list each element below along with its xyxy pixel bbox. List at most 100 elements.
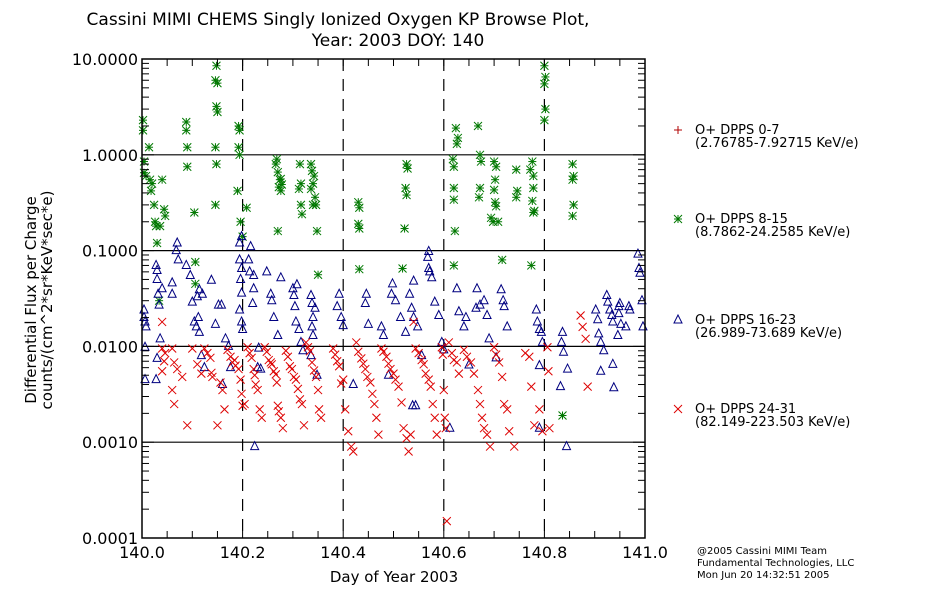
data-point-asterisk xyxy=(236,217,245,227)
data-point-triangle xyxy=(436,336,447,346)
chart-subtitle: Year: 2003 DOY: 140 xyxy=(311,31,485,51)
data-point-asterisk xyxy=(234,121,243,131)
data-point-triangle xyxy=(152,352,162,362)
data-point-triangle xyxy=(265,288,276,298)
data-point-x xyxy=(426,382,436,392)
data-point-triangle xyxy=(607,315,618,326)
data-point-triangle xyxy=(194,283,205,294)
series-triangle xyxy=(139,230,648,451)
data-point-triangle xyxy=(273,329,283,339)
data-point-plus xyxy=(674,126,682,134)
data-point-x xyxy=(348,447,358,456)
data-point-asterisk xyxy=(401,183,410,193)
data-point-asterisk xyxy=(306,184,316,194)
data-point-asterisk xyxy=(181,117,191,127)
data-point-x xyxy=(187,344,197,353)
data-point-triangle xyxy=(412,320,423,331)
data-point-x xyxy=(414,348,424,358)
data-point-triangle xyxy=(561,440,572,451)
legend-item: O+ DPPS 0-7(2.76785-7.92715 KeV/e) xyxy=(674,123,859,151)
data-point-asterisk xyxy=(528,208,538,217)
data-point-triangle xyxy=(557,326,568,336)
data-point-triangle xyxy=(625,303,635,314)
data-point-asterisk xyxy=(310,192,320,202)
data-point-x xyxy=(366,378,375,387)
data-point-x xyxy=(479,423,489,433)
data-point-triangle xyxy=(452,282,462,293)
data-point-triangle xyxy=(171,244,182,255)
legend-label: O+ DPPS 8-15 xyxy=(695,212,788,227)
data-point-triangle xyxy=(534,359,545,370)
data-point-triangle xyxy=(390,294,401,305)
data-point-x xyxy=(459,345,469,355)
data-point-x xyxy=(169,399,179,409)
x-tick-label: 140.6 xyxy=(421,543,467,562)
data-point-asterisk xyxy=(235,150,244,160)
data-point-asterisk xyxy=(181,125,191,135)
data-point-triangle xyxy=(592,313,603,324)
data-point-triangle xyxy=(197,288,208,298)
legend-label: O+ DPPS 24-31 xyxy=(695,402,796,417)
data-point-x xyxy=(250,370,260,380)
grid xyxy=(142,59,645,538)
data-point-triangle xyxy=(624,300,634,311)
data-point-x xyxy=(220,405,229,414)
data-point-triangle xyxy=(294,323,304,334)
data-point-triangle xyxy=(167,288,177,298)
data-point-x xyxy=(372,413,381,423)
data-point-x xyxy=(208,372,217,382)
data-point-triangle xyxy=(236,230,247,241)
data-point-triangle xyxy=(606,309,617,320)
data-point-triangle xyxy=(244,265,255,276)
data-point-triangle xyxy=(248,282,259,293)
data-point-asterisk xyxy=(213,107,222,117)
data-point-x xyxy=(200,344,209,353)
data-point-x xyxy=(469,369,479,378)
data-point-asterisk xyxy=(476,157,486,166)
data-point-triangle xyxy=(172,236,183,247)
data-point-triangle xyxy=(216,298,227,309)
data-point-x xyxy=(545,423,554,433)
data-point-asterisk xyxy=(449,261,459,270)
data-point-x xyxy=(477,413,487,423)
data-point-asterisk xyxy=(540,115,549,125)
data-point-triangle xyxy=(243,253,254,264)
data-point-asterisk xyxy=(212,102,221,111)
data-point-x xyxy=(411,344,420,353)
data-point-x xyxy=(291,375,301,384)
data-point-asterisk xyxy=(540,79,549,89)
data-point-triangle xyxy=(471,302,481,312)
data-point-triangle xyxy=(187,295,198,306)
data-point-triangle xyxy=(338,319,349,330)
data-point-triangle xyxy=(290,300,300,311)
data-point-triangle xyxy=(459,320,469,331)
data-point-triangle xyxy=(234,253,245,264)
data-point-triangle xyxy=(445,422,455,432)
data-point-triangle xyxy=(400,326,411,336)
data-point-asterisk xyxy=(271,159,281,169)
data-point-x xyxy=(169,358,179,367)
legend-item: O+ DPPS 24-31(82.149-223.503 KeV/e) xyxy=(673,402,850,430)
data-point-x xyxy=(260,342,270,352)
data-point-x xyxy=(243,342,252,352)
data-point-triangle xyxy=(235,273,246,283)
data-point-triangle xyxy=(383,369,394,379)
data-point-asterisk xyxy=(242,203,251,213)
data-point-triangle xyxy=(426,271,437,282)
data-point-asterisk xyxy=(527,196,537,206)
data-point-asterisk xyxy=(190,257,200,267)
axes xyxy=(141,58,646,539)
data-point-x xyxy=(499,399,509,409)
data-point-asterisk xyxy=(273,226,283,236)
data-point-x xyxy=(309,366,319,375)
data-point-triangle xyxy=(140,373,150,384)
data-point-x xyxy=(444,338,454,347)
data-point-x xyxy=(441,423,451,433)
x-tick-labels: 140.0 140.2 140.4 140.6 140.8 141.0 xyxy=(119,543,668,562)
data-point-triangle xyxy=(604,303,615,314)
data-point-triangle xyxy=(234,303,245,314)
data-point-triangle xyxy=(261,265,272,276)
data-point-asterisk xyxy=(474,192,484,202)
data-point-triangle xyxy=(638,320,648,331)
data-point-asterisk xyxy=(308,200,318,210)
